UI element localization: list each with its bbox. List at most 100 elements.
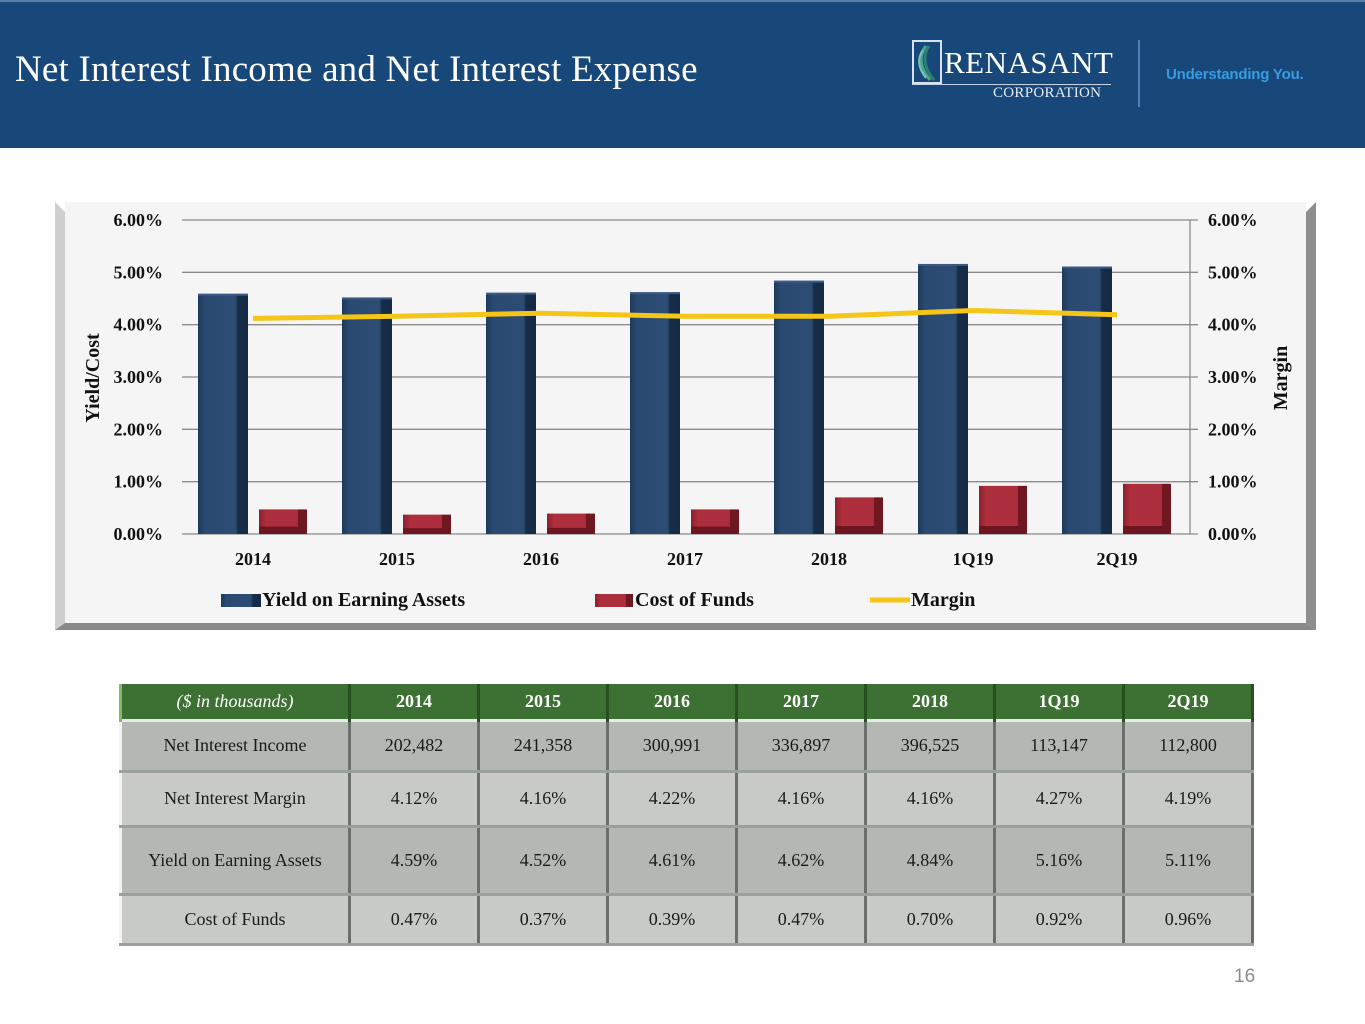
x-tick-label: 2014 — [235, 549, 271, 569]
table-cell: 396,525 — [864, 718, 996, 773]
x-tick-label: 2016 — [523, 549, 559, 569]
bar-yield-top-edge — [774, 280, 824, 283]
bar-yield-body — [630, 292, 680, 534]
frame-bevel-bottom — [55, 623, 1316, 630]
row-label: Yield on Earning Assets — [119, 824, 351, 896]
bar-yield-on-earning-assets — [774, 280, 824, 534]
y2-tick-label: 2.00% — [1208, 419, 1258, 439]
table-cell: 4.19% — [1122, 769, 1254, 828]
x-tick-label: 2Q19 — [1096, 549, 1137, 569]
bar-yield-top-edge — [1062, 266, 1112, 269]
margin-line-layer — [252, 308, 1118, 321]
table-cell: 113,147 — [993, 718, 1125, 773]
bar-cost-bottom-bevel — [259, 526, 307, 534]
y-tick-label: 6.00% — [114, 210, 164, 230]
table-header-period: 2Q19 — [1122, 684, 1254, 721]
axis-labels: 0.00% 1.00% 2.00% 3.00% 4.00% 5.00% 6.00% 0.00%… — [114, 210, 1258, 569]
bar-cost-of-funds — [547, 513, 595, 534]
bar-cost-of-funds — [691, 509, 739, 534]
legend-swatch-yield — [221, 594, 261, 607]
legend-label-cost: Cost of Funds — [635, 589, 754, 611]
y2-tick-label: 5.00% — [1208, 262, 1258, 282]
table-cell: 4.61% — [606, 824, 738, 896]
tagline: Understanding You. — [1166, 66, 1304, 83]
y-tick-label: 1.00% — [114, 472, 164, 492]
y-tick-label: 2.00% — [114, 419, 164, 439]
bar-cost-bottom-bevel — [547, 527, 595, 534]
y2-tick-label: 6.00% — [1208, 210, 1258, 230]
bar-cost-of-funds — [1123, 483, 1171, 534]
bar-cost-body — [1123, 483, 1171, 534]
table-header-period: 2014 — [348, 684, 480, 721]
legend-label-margin: Margin — [911, 589, 975, 611]
table-header-units: ($ in thousands) — [119, 684, 351, 721]
table-cell: 4.12% — [348, 769, 480, 828]
legend-item-cost[interactable]: Cost of Funds — [595, 589, 754, 611]
bars — [198, 263, 1171, 534]
bar-cost-body — [979, 485, 1027, 534]
table-cell: 4.59% — [348, 824, 480, 896]
header-top-line — [0, 0, 1365, 2]
renasant-logo-icon — [912, 40, 942, 84]
bar-cost-bottom-bevel — [1123, 526, 1171, 534]
y2-tick-label: 3.00% — [1208, 367, 1258, 387]
row-label: Net Interest Income — [119, 718, 351, 773]
table-cell: 4.16% — [477, 769, 609, 828]
legend-label-yield: Yield on Earning Assets — [262, 589, 465, 611]
table-cell: 112,800 — [1122, 718, 1254, 773]
bar-cost-bottom-bevel — [979, 526, 1027, 534]
table-cell: 4.16% — [864, 769, 996, 828]
bar-cost-of-funds — [259, 509, 307, 534]
bar-yield-on-earning-assets — [918, 263, 968, 534]
page-number: 16 — [1234, 966, 1256, 987]
table-header-row: ($ in thousands) 2014 2015 2016 2017 2018 1Q19… — [119, 684, 1254, 721]
legend-item-margin[interactable]: Margin — [870, 589, 975, 611]
table-header-period: 2017 — [735, 684, 867, 721]
bar-cost-of-funds — [835, 497, 883, 534]
y-tick-label: 3.00% — [114, 367, 164, 387]
table-cell: 4.16% — [735, 769, 867, 828]
chart: 0.00% 1.00% 2.00% 3.00% 4.00% 5.00% 6.00% 0.00%… — [55, 198, 1316, 634]
x-tick-label: 2017 — [667, 549, 703, 569]
table-cell: 0.96% — [1122, 892, 1254, 946]
table-cell: 0.70% — [864, 892, 996, 946]
x-tick-label: 1Q19 — [952, 549, 993, 569]
data-table: ($ in thousands) 2014 2015 2016 2017 2018 1Q19… — [119, 684, 1254, 946]
bar-cost-bottom-bevel — [403, 528, 451, 534]
bar-yield-body — [342, 297, 392, 534]
table-cell: 4.22% — [606, 769, 738, 828]
y2-tick-label: 1.00% — [1208, 472, 1258, 492]
table-cell: 5.11% — [1122, 824, 1254, 896]
row-label: Net Interest Margin — [119, 769, 351, 828]
table-header-period: 2018 — [864, 684, 996, 721]
x-tick-label: 2018 — [811, 549, 847, 569]
bar-yield-top-edge — [630, 292, 680, 295]
bar-cost-of-funds — [403, 514, 451, 534]
y-tick-label: 0.00% — [114, 524, 164, 544]
y2-axis-title: Margin — [1270, 346, 1292, 410]
slide-header: Net Interest Income and Net Interest Exp… — [0, 0, 1365, 148]
table-cell: 202,482 — [348, 718, 480, 773]
bar-yield-on-earning-assets — [1062, 266, 1112, 534]
table-cell: 0.92% — [993, 892, 1125, 946]
y2-tick-label: 4.00% — [1208, 315, 1258, 335]
frame-bevel-right — [1306, 202, 1316, 630]
table-cell: 0.47% — [735, 892, 867, 946]
row-label: Cost of Funds — [119, 892, 351, 946]
table-cell: 0.37% — [477, 892, 609, 946]
bar-cost-bottom-bevel — [835, 526, 883, 534]
logo-brand-text: RENASANT — [944, 45, 1114, 80]
legend-item-yield[interactable]: Yield on Earning Assets — [221, 589, 465, 611]
y2-tick-label: 0.00% — [1208, 524, 1258, 544]
bar-yield-on-earning-assets — [486, 292, 536, 534]
bar-yield-body — [1062, 266, 1112, 534]
table-cell: 4.52% — [477, 824, 609, 896]
logo-divider — [1138, 40, 1140, 107]
table-header-period: 2015 — [477, 684, 609, 721]
bar-yield-on-earning-assets — [198, 293, 248, 534]
table-row: Net Interest Income 202,482 241,358 300,991… — [119, 718, 1254, 773]
legend-swatch-cost — [595, 594, 633, 607]
bar-yield-body — [198, 293, 248, 534]
table-row: Yield on Earning Assets 4.59% 4.52% 4.61% 4.… — [119, 824, 1254, 896]
frame-bevel-left — [55, 202, 65, 630]
